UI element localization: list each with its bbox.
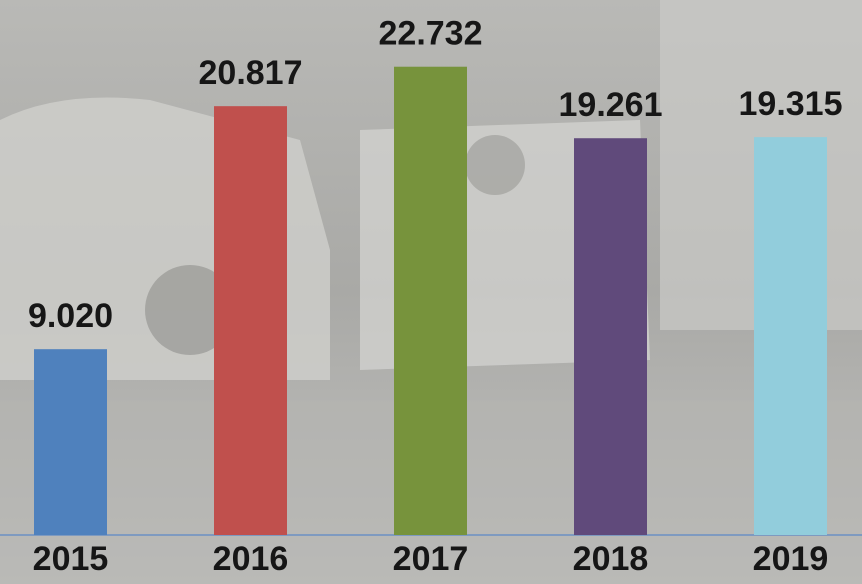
value-label: 19.315 xyxy=(739,85,843,123)
x-tick-label: 2015 xyxy=(33,540,109,578)
bar xyxy=(394,67,467,535)
chart: 9.020 2015 20.817 2016 22.732 2017 19.261 2018 1… xyxy=(0,0,862,584)
value-label: 19.261 xyxy=(559,86,663,124)
bar xyxy=(754,137,827,535)
x-tick-label: 2016 xyxy=(213,540,289,578)
value-label: 20.817 xyxy=(199,54,303,92)
bar xyxy=(574,138,647,535)
page: {"chart_data": {"type": "bar", "categori… xyxy=(0,0,862,584)
value-label: 9.020 xyxy=(28,297,113,335)
x-tick-label: 2017 xyxy=(393,540,469,578)
bar xyxy=(34,349,107,535)
x-tick-label: 2018 xyxy=(573,540,649,578)
x-tick-label: 2019 xyxy=(753,540,829,578)
value-label: 22.732 xyxy=(379,15,483,53)
bar xyxy=(214,106,287,535)
